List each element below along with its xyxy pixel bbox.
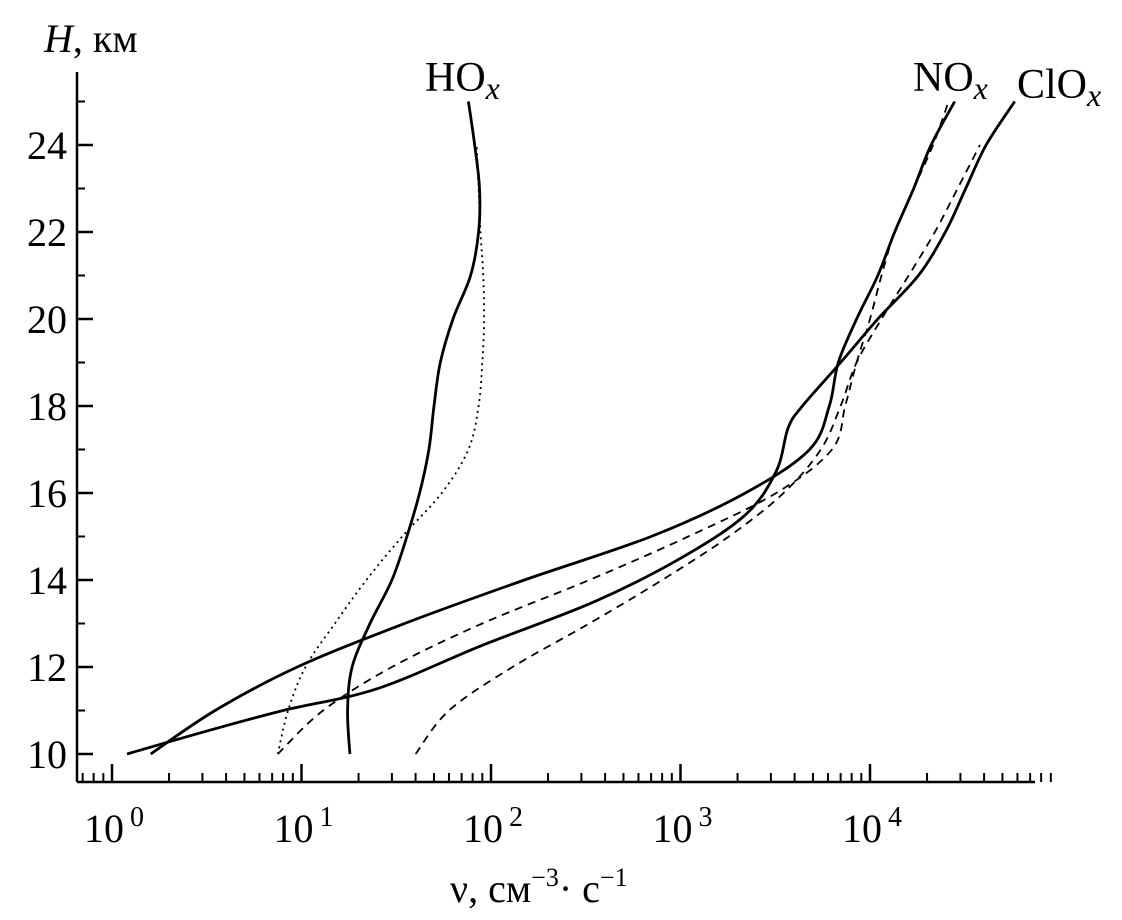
series-line-nox-solid — [149, 100, 956, 756]
axes-layer: 10 0 10 1 10 2 10 3 10 4 10 12 14 16 18 20 22 24 — [27, 72, 1052, 851]
y-tick-label-22: 22 — [27, 210, 67, 255]
x-tick-label-0: 10 0 — [84, 802, 144, 851]
series-line-hox-dotted — [276, 144, 486, 755]
y-tick-label-14: 14 — [27, 558, 67, 603]
y-tick-label-20: 20 — [27, 297, 67, 342]
series-line-clox-dashed — [414, 144, 981, 755]
series-label-hox: HOx — [425, 55, 500, 106]
series-line-clox-solid — [126, 100, 1016, 756]
y-tick-label-24: 24 — [27, 123, 67, 168]
x-tick-label-2: 10 2 — [463, 802, 523, 851]
series-line-hox-solid — [346, 101, 482, 755]
y-tick-label-10: 10 — [27, 732, 67, 777]
x-tick-label-1: 10 1 — [274, 802, 334, 851]
y-tick-label-16: 16 — [27, 471, 67, 516]
y-tick-label-18: 18 — [27, 384, 67, 429]
series-label-nox: NOx — [913, 55, 988, 106]
x-tick-label-4: 10 4 — [842, 802, 902, 851]
y-ticks: 10 12 14 16 18 20 22 24 — [27, 100, 93, 777]
x-axis-title: ν, см−3· с−1 — [450, 863, 628, 911]
y-axis-title: H, км — [43, 16, 138, 61]
x-tick-label-3: 10 3 — [653, 802, 713, 851]
x-ticks: 10 0 10 1 10 2 10 3 10 4 — [81, 764, 1052, 851]
series-line-nox-dashed — [277, 101, 950, 755]
series-layer — [126, 100, 1016, 756]
y-tick-label-12: 12 — [27, 645, 67, 690]
series-label-clox: ClOx — [1017, 62, 1101, 113]
